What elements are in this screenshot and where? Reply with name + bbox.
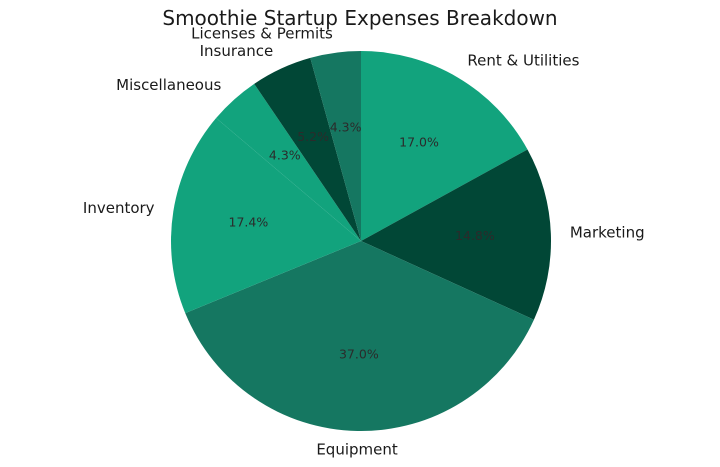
pie-slice-insurance: [254, 57, 361, 241]
slice-value-inventory: 17.4%: [229, 215, 269, 230]
pie-slice-inventory: [171, 118, 361, 314]
pie-slice-licenses-and-permits: [310, 51, 361, 241]
slice-label-equipment: Equipment: [316, 440, 398, 458]
slice-label-marketing: Marketing: [570, 224, 645, 242]
slice-value-licenses-and-permits: 4.3%: [330, 120, 362, 135]
pie-slice-marketing: [361, 149, 551, 320]
slice-value-marketing: 14.8%: [455, 228, 495, 243]
slice-label-miscellaneous: Miscellaneous: [116, 76, 221, 94]
pie-slice-equipment: [185, 241, 534, 432]
slice-value-rent-and-utilities: 17.0%: [399, 134, 439, 149]
slice-label-inventory: Inventory: [83, 199, 155, 217]
slice-label-insurance: Insurance: [200, 42, 274, 60]
slice-value-equipment: 37.0%: [339, 346, 379, 361]
slice-value-insurance: 5.2%: [297, 129, 329, 144]
slice-value-miscellaneous: 4.3%: [269, 148, 301, 163]
slice-label-rent-and-utilities: Rent & Utilities: [467, 52, 579, 70]
pie-slice-miscellaneous: [216, 83, 361, 241]
pie-slice-rent-and-utilities: [361, 51, 528, 241]
slice-label-licenses-and-permits: Licenses & Permits: [191, 24, 333, 42]
chart-title: Smoothie Startup Expenses Breakdown: [162, 6, 558, 30]
